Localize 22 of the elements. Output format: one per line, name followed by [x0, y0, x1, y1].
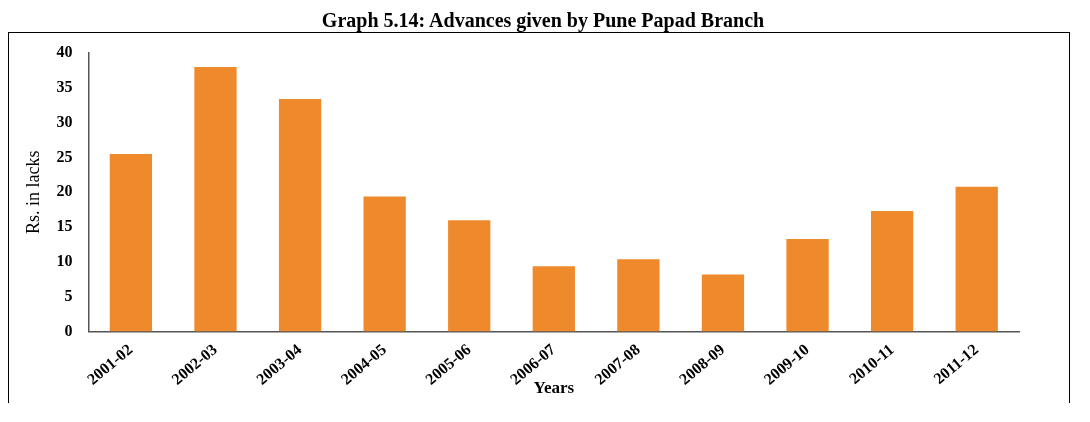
bar — [194, 66, 237, 332]
bar — [786, 238, 829, 332]
bar — [955, 186, 998, 332]
y-tick-label: 20 — [56, 182, 73, 200]
bar — [532, 266, 575, 332]
bar — [109, 154, 153, 332]
bar — [870, 211, 914, 332]
y-tick-label: 5 — [64, 286, 73, 304]
y-tick-label: 40 — [56, 43, 73, 61]
bar — [701, 274, 745, 332]
y-tick-label: 10 — [56, 252, 73, 270]
y-tick-label: 30 — [56, 112, 73, 130]
bar — [278, 98, 322, 332]
chart-title: Graph 5.14: Advances given by Pune Papad Branch — [320, 8, 766, 32]
y-tick-label: 15 — [56, 217, 73, 235]
y-tick-label: 25 — [56, 147, 73, 165]
y-axis-title: Rs. in lacks — [22, 150, 43, 235]
bar — [617, 259, 660, 332]
bar — [448, 220, 491, 332]
y-tick-label: 0 — [64, 321, 73, 339]
bar — [363, 196, 406, 332]
y-tick-label: 35 — [56, 77, 73, 95]
